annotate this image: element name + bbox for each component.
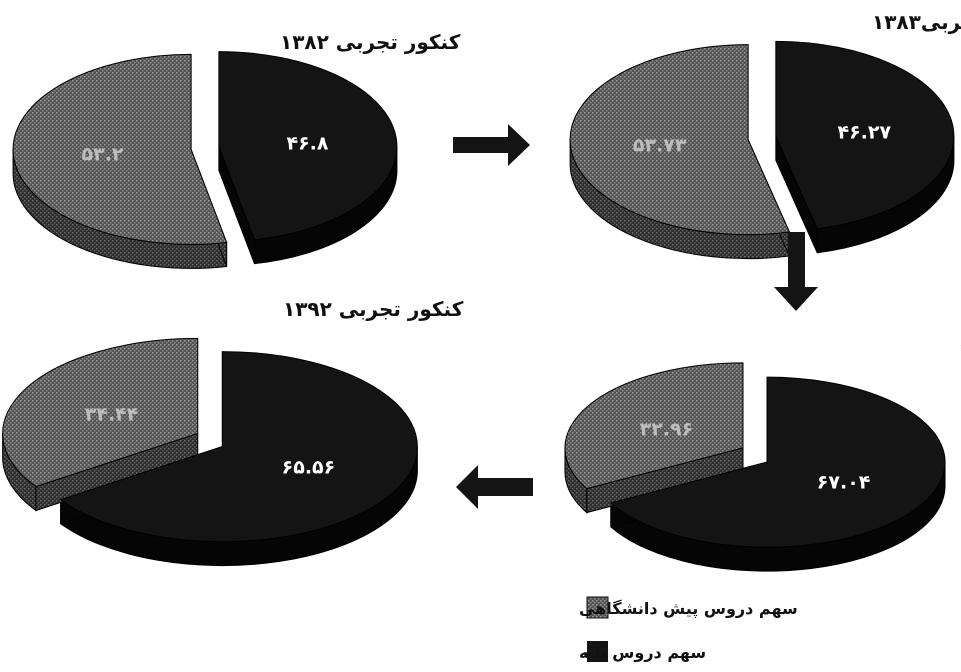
pie-title-4: کنکور تجربی ۱۳۹۲ [283,297,464,321]
arrow-down [774,232,818,311]
legend-label-base: سهم دروس پایه [579,643,706,663]
pie-slice-3-1 [609,376,946,548]
pie-value-label-4-2: ۳۴.۴۴ [85,403,139,425]
arrow-left [456,465,533,509]
pie-slice-1-1 [218,51,398,241]
pie-slice-3-2 [564,362,744,490]
pie-value-label-4-1: ۶۵.۵۶ [282,457,336,479]
legend-label-preuniversity: سهم دروس پیش دانشگاهی [579,599,798,619]
pie-title-1: کنکور تجربی ۱۳۸۲ [280,30,461,54]
pie-slice-2-2 [569,44,791,236]
pie-chart-2: ۴۶.۲۷ ۵۳.۷۳ کنکور تجربی۱۳۸۳ [569,10,961,260]
pie-value-label-1-1: ۴۶.۸ [286,132,328,154]
pie-chart-3: ۶۷.۰۴ ۳۲.۹۶ کنکور تجربی ۱۳۹۱ [564,339,961,572]
pie-value-label-3-2: ۳۲.۹۶ [640,418,694,440]
pie-slice-4-1 [59,351,418,543]
pie-title-2: کنکور تجربی۱۳۸۳ [872,10,961,34]
legend-swatch-base [587,641,608,662]
pie-chart-4: ۶۵.۵۶ ۳۴.۴۴ کنکور تجربی ۱۳۹۲ [2,297,464,567]
pie-slice-4-2 [2,337,199,488]
legend: سهم دروس پیش دانشگاهی سهم دروس پایه [579,596,798,663]
legend-swatch-preuniversity [586,596,609,619]
pie-value-label-2-2: ۵۳.۷۳ [633,135,687,157]
pie-value-label-2-1: ۴۶.۲۷ [837,121,891,143]
pie-slice-2-1 [775,40,955,230]
pie-value-label-1-2: ۵۳.۲ [82,144,124,166]
pie-chart-1: ۴۶.۸ ۵۳.۲ کنکور تجربی ۱۳۸۲ [12,30,461,269]
arrow-right [453,124,530,166]
pie-value-label-3-1: ۶۷.۰۴ [817,472,871,494]
pie-title-3: کنکور تجربی ۱۳۹۱ [958,339,961,363]
pie-slice-1-2 [12,53,228,245]
